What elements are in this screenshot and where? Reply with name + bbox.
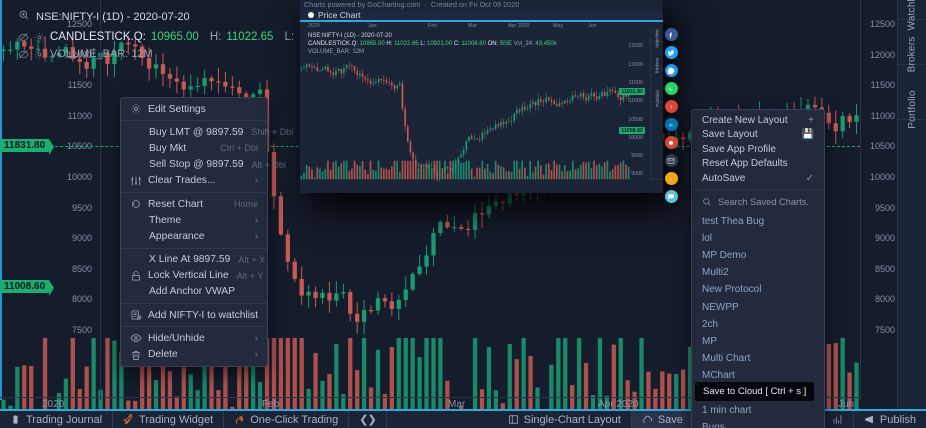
svg-text:i: i	[670, 176, 672, 181]
svg-text:in: in	[669, 123, 672, 127]
svg-text:?: ?	[670, 104, 673, 109]
